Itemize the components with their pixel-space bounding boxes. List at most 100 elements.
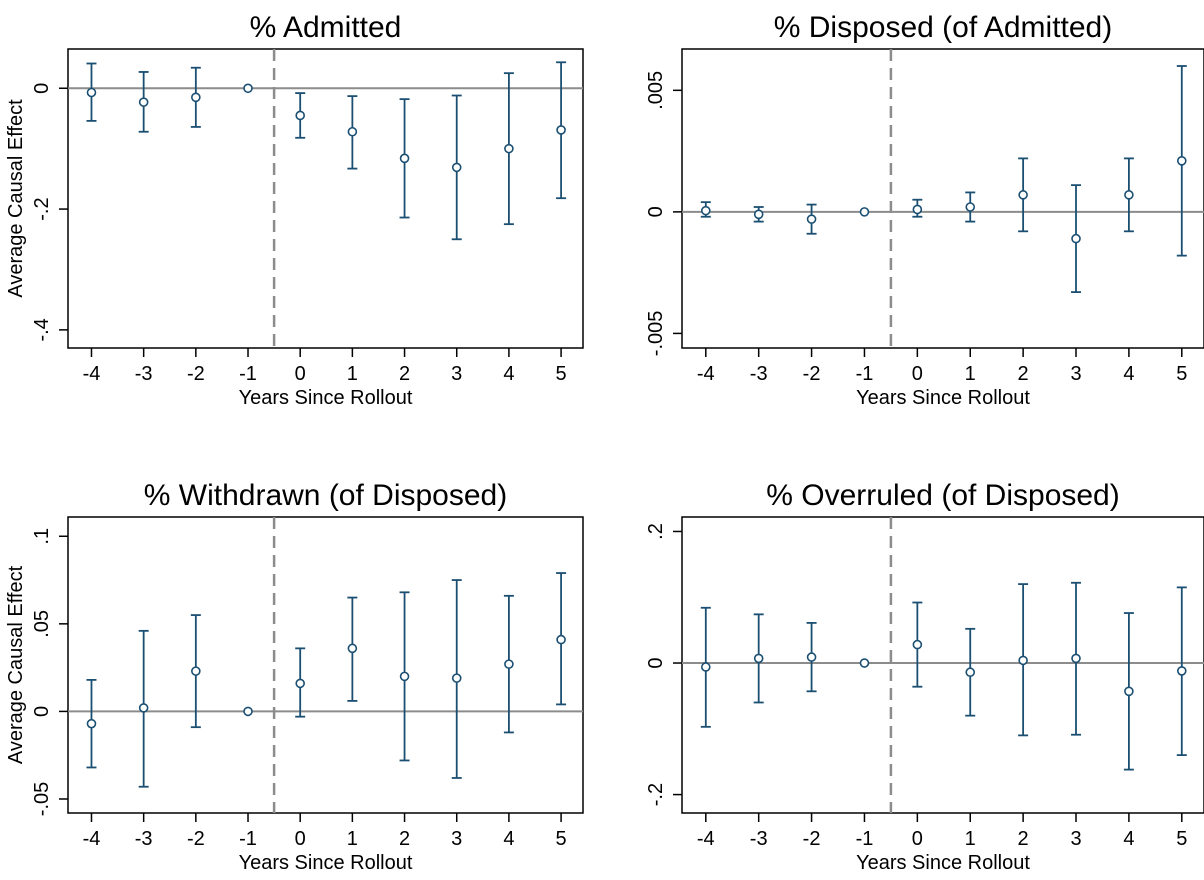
- y-tick-label: -.05: [31, 782, 53, 816]
- y-tick-label: -.2: [31, 197, 53, 220]
- x-axis-label: Years Since Rollout: [856, 387, 1030, 409]
- x-axis-label: Years Since Rollout: [239, 387, 413, 409]
- x-tick-label: 1: [347, 363, 358, 385]
- x-tick-label: 2: [1018, 828, 1029, 850]
- x-tick-label: -2: [803, 828, 821, 850]
- point-estimate: [806, 214, 817, 224]
- point-estimate: [556, 634, 566, 645]
- x-tick-label: 3: [451, 363, 462, 385]
- point-estimate: [1071, 653, 1081, 664]
- point-estimate: [504, 143, 514, 154]
- point-estimate: [1124, 190, 1134, 200]
- point-estimate: [1176, 156, 1187, 166]
- x-tick-label: 0: [912, 363, 923, 385]
- x-tick-label: 3: [1070, 363, 1081, 385]
- x-tick-label: -1: [856, 363, 874, 385]
- x-tick-label: 5: [1176, 363, 1187, 385]
- y-tick-label: .1: [31, 528, 53, 545]
- x-axis-label: Years Since Rollout: [856, 852, 1030, 874]
- point-estimate: [295, 110, 305, 121]
- point-estimate: [191, 666, 201, 676]
- plot-frame: [681, 48, 1204, 349]
- panel-title: % Disposed (of Admitted): [774, 11, 1112, 44]
- y-tick-label: -.4: [31, 318, 53, 341]
- x-tick-label: 5: [556, 363, 567, 385]
- point-estimate: [1071, 233, 1081, 244]
- panel-title: % Withdrawn (of Disposed): [144, 479, 507, 512]
- point-estimate: [912, 204, 923, 215]
- point-estimate: [138, 97, 149, 107]
- x-tick-label: -3: [750, 363, 768, 385]
- point-estimate: [347, 643, 358, 654]
- x-tick-label: -1: [856, 828, 874, 850]
- y-tick-label: 0: [645, 206, 667, 217]
- point-estimate: [86, 87, 97, 98]
- x-tick-label: -1: [239, 363, 257, 385]
- point-estimate: [399, 671, 410, 682]
- x-axis-label: Years Since Rollout: [239, 852, 413, 874]
- plot-frame: [681, 516, 1204, 814]
- plot-frame: [67, 48, 584, 349]
- y-tick-label: 0: [31, 706, 53, 717]
- point-estimate: [1124, 686, 1134, 697]
- x-tick-label: -3: [750, 828, 768, 850]
- panel-withdrawn: % Withdrawn (of Disposed) .1 .05 0 -.05 -4 -3 -…: [5, 479, 584, 874]
- point-estimate: [1018, 655, 1028, 666]
- point-estimate: [138, 703, 149, 713]
- y-tick-label: 0: [645, 657, 667, 668]
- panel-disposed: % Disposed (of Admitted) .005 0 -.005 -4 -3 -2…: [645, 11, 1204, 409]
- point-estimate: [1018, 190, 1028, 200]
- x-tick-label: -4: [697, 828, 715, 850]
- x-tick-label: -2: [187, 828, 205, 850]
- point-estimate: [347, 126, 358, 137]
- point-estimate: [451, 673, 462, 683]
- x-tick-label: -2: [187, 363, 205, 385]
- point-estimate: [556, 125, 566, 135]
- x-tick-label: -4: [83, 363, 101, 385]
- x-tick-label: 1: [965, 363, 976, 385]
- y-tick-label: -.005: [645, 311, 667, 357]
- point-estimate: [753, 209, 764, 220]
- x-tick-label: -1: [239, 828, 257, 850]
- x-tick-label: 3: [1070, 828, 1081, 850]
- panel-title: % Admitted: [250, 11, 402, 44]
- x-tick-label: 5: [1176, 828, 1187, 850]
- point-estimate: [965, 202, 976, 212]
- x-tick-label: -2: [803, 363, 821, 385]
- point-estimate: [912, 639, 923, 650]
- x-tick-label: 5: [556, 828, 567, 850]
- x-tick-label: -3: [135, 363, 153, 385]
- point-estimate: [806, 652, 817, 662]
- x-tick-label: -4: [697, 363, 715, 385]
- x-tick-label: 2: [399, 828, 410, 850]
- point-estimate: [86, 718, 97, 729]
- x-tick-label: 4: [1123, 363, 1134, 385]
- panel-overruled: % Overruled (of Disposed) .2 0 -.2 -4 -3 -2 -1 0…: [645, 479, 1204, 874]
- x-tick-label: 4: [503, 363, 514, 385]
- point-estimate: [859, 207, 870, 217]
- point-estimate: [191, 92, 201, 103]
- y-tick-label: 0: [31, 83, 53, 94]
- point-estimate: [700, 662, 711, 672]
- panel-title: % Overruled (of Disposed): [766, 479, 1119, 512]
- point-estimate: [753, 653, 764, 664]
- x-tick-label: 2: [1018, 363, 1029, 385]
- point-estimate: [965, 667, 976, 678]
- plot-frame: [67, 516, 584, 814]
- y-tick-label: .2: [645, 523, 667, 540]
- point-estimate: [399, 153, 410, 164]
- y-tick-label: .005: [645, 71, 667, 110]
- point-estimate: [451, 162, 462, 173]
- x-tick-label: 1: [347, 828, 358, 850]
- panel-admitted: % Admitted 0 -.2 -.4 -4 -3 -2 -1 0 1 2 3 4 5 Years Sin…: [5, 11, 584, 409]
- point-estimate: [504, 659, 514, 669]
- x-tick-label: 0: [295, 363, 306, 385]
- point-estimate: [700, 205, 711, 216]
- x-tick-label: 1: [965, 828, 976, 850]
- x-tick-label: 2: [399, 363, 410, 385]
- x-tick-label: 0: [912, 828, 923, 850]
- point-estimate: [295, 678, 305, 689]
- x-tick-label: 4: [1123, 828, 1134, 850]
- x-tick-label: -3: [135, 828, 153, 850]
